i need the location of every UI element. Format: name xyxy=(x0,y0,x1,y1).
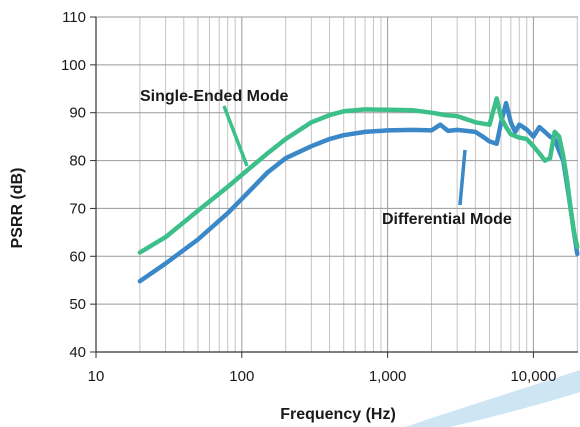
x-axis-title: Frequency (Hz) xyxy=(280,406,396,423)
y-tick-label: 100 xyxy=(61,57,86,74)
differential-mode-label: Differential Mode xyxy=(382,211,512,228)
series-line-differential xyxy=(137,100,580,284)
y-tick-label: 60 xyxy=(69,248,86,265)
annotations: Single-Ended Mode Differential Mode xyxy=(140,88,512,228)
y-tick-label: 110 xyxy=(62,9,86,26)
grid xyxy=(96,16,578,352)
differential-leader-line xyxy=(458,149,467,206)
x-tick-label: 10 xyxy=(88,368,105,385)
y-tick-label: 50 xyxy=(69,296,86,313)
x-tick-label: 10,000 xyxy=(510,368,556,385)
series-line-single-ended xyxy=(137,96,580,255)
y-tick-label: 40 xyxy=(69,344,86,361)
single-ended-leader-line xyxy=(222,105,249,167)
series-lines xyxy=(137,96,580,284)
axes: 40 50 60 70 80 90 100 110 10 100 1,000 10,000 xyxy=(61,9,578,385)
single-ended-mode-label: Single-Ended Mode xyxy=(140,88,289,105)
decorative-swoosh xyxy=(405,370,580,427)
y-axis-title: PSRR (dB) xyxy=(9,168,26,249)
x-tick-label: 1,000 xyxy=(369,368,407,385)
x-tick-label: 100 xyxy=(229,368,254,385)
y-tick-label: 90 xyxy=(69,105,86,122)
y-tick-label: 70 xyxy=(69,200,86,217)
y-tick-label: 80 xyxy=(69,153,86,170)
